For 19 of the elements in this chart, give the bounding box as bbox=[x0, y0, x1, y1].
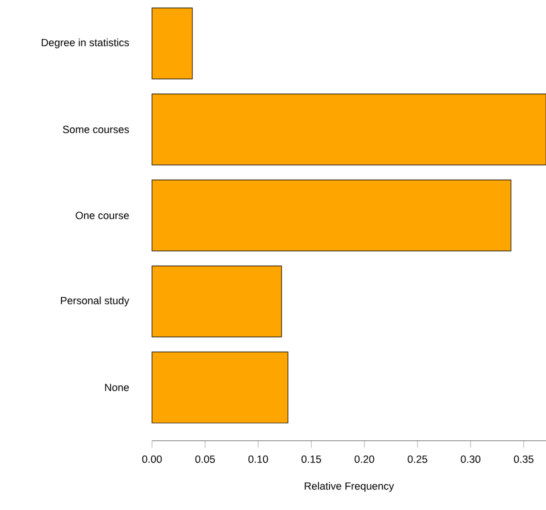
y-tick-label: Personal study bbox=[60, 296, 130, 306]
x-tick-label: 0.10 bbox=[248, 455, 268, 463]
x-tick-label: 0.30 bbox=[460, 455, 480, 463]
x-tick-label: 0.15 bbox=[302, 455, 322, 463]
x-tick-label: 0.05 bbox=[195, 455, 215, 463]
x-tick-label: 0.35 bbox=[514, 455, 534, 463]
y-tick-label: One course bbox=[76, 212, 129, 220]
y-tick-label: Some courses bbox=[62, 126, 129, 134]
bar bbox=[152, 94, 546, 166]
bar bbox=[152, 352, 288, 424]
bar bbox=[152, 180, 512, 252]
y-tick-label: Degree in statistics bbox=[42, 38, 129, 48]
y-tick-label: None bbox=[105, 384, 129, 392]
bar bbox=[152, 8, 193, 80]
bar bbox=[152, 266, 282, 338]
x-tick-label: 0.00 bbox=[142, 455, 162, 463]
x-tick-label: 0.20 bbox=[354, 455, 374, 463]
x-tick-label: 0.25 bbox=[408, 455, 428, 463]
x-axis-title: Relative Frequency bbox=[304, 482, 394, 492]
